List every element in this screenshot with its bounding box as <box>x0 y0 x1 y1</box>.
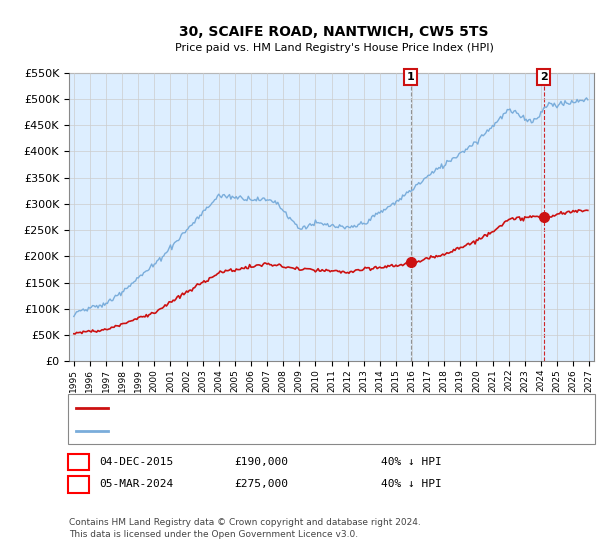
Text: £275,000: £275,000 <box>234 479 288 489</box>
Text: 40% ↓ HPI: 40% ↓ HPI <box>381 479 442 489</box>
Text: 2: 2 <box>540 72 547 82</box>
Text: Price paid vs. HM Land Registry's House Price Index (HPI): Price paid vs. HM Land Registry's House … <box>175 43 494 53</box>
Text: Contains HM Land Registry data © Crown copyright and database right 2024.: Contains HM Land Registry data © Crown c… <box>69 518 421 527</box>
Text: 2: 2 <box>75 479 82 489</box>
Text: 40% ↓ HPI: 40% ↓ HPI <box>381 457 442 467</box>
Text: This data is licensed under the Open Government Licence v3.0.: This data is licensed under the Open Gov… <box>69 530 358 539</box>
Text: 1: 1 <box>407 72 415 82</box>
Text: 1: 1 <box>75 457 82 467</box>
Text: 04-DEC-2015: 04-DEC-2015 <box>99 457 173 467</box>
Text: HPI: Average price, detached house, Cheshire East: HPI: Average price, detached house, Ches… <box>114 426 379 436</box>
Text: 30, SCAIFE ROAD, NANTWICH, CW5 5TS (detached house): 30, SCAIFE ROAD, NANTWICH, CW5 5TS (deta… <box>114 403 416 413</box>
Text: 30, SCAIFE ROAD, NANTWICH, CW5 5TS: 30, SCAIFE ROAD, NANTWICH, CW5 5TS <box>179 25 489 39</box>
Text: £190,000: £190,000 <box>234 457 288 467</box>
Text: 05-MAR-2024: 05-MAR-2024 <box>99 479 173 489</box>
